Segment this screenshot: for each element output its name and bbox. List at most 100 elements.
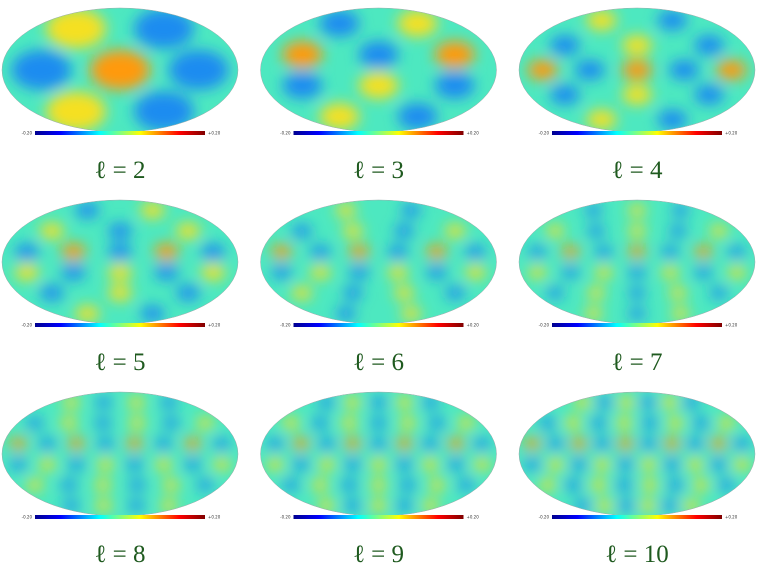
map-spot [129,479,146,491]
map-spot [60,417,77,429]
map-spot [458,417,475,429]
map-spot [434,72,475,99]
map-spot [574,499,591,512]
map-spot [527,60,558,80]
map-spot [46,8,107,49]
colorbar-max: +0.20 [208,515,221,520]
panel-label: ℓ = 5 [94,349,145,376]
map-spot [628,266,646,279]
map-spot [640,437,657,450]
map-features [527,10,747,130]
map-spot [586,109,617,130]
map-spot [661,396,678,409]
map-spot [397,103,438,130]
map-spot [594,458,611,471]
map-spot [584,307,603,320]
map-features [528,204,746,320]
map-spot [201,243,226,260]
map-spot [176,285,201,301]
map-spot [292,437,309,450]
map-spot [628,225,646,237]
map-spot [596,396,613,409]
map-spot [710,458,727,471]
map-spot [349,245,370,259]
map-spot [310,265,331,280]
colorbar-max: +0.20 [467,515,480,520]
map-features [267,396,490,512]
map-spot [617,437,634,450]
map-spot [539,417,556,429]
map-spot [683,396,700,409]
map-spot [282,417,299,429]
map-spot [683,499,700,512]
map-spot [718,479,735,491]
map-spot [710,225,728,237]
map-spot [465,265,486,280]
map-spot [618,499,635,512]
map-spot [126,437,143,450]
map-spot [570,458,587,471]
map-background [2,200,238,324]
sky-map [519,392,755,516]
map-spot [595,245,613,258]
map-spot [663,437,680,450]
map-spot [399,417,416,429]
map-spot [94,417,111,429]
map-spot [639,396,656,409]
map-spot [728,266,746,279]
map-spot [394,224,415,238]
map-spot [616,479,633,491]
map-spot [61,243,86,260]
map-spot [319,103,360,130]
map-spot [561,266,580,279]
map-spot [97,458,114,471]
map-spot [370,417,387,429]
map-spot [401,307,422,321]
map-spot [108,285,132,301]
map-spot [669,225,687,237]
map-spot [318,458,335,471]
map-spot [622,35,652,56]
map-spot [282,72,323,99]
sky-map [260,8,497,132]
map-spot [628,245,646,258]
map-spot [539,479,556,491]
map-spot [60,479,77,491]
map-spot [587,287,605,299]
map-spot [312,479,329,491]
map-spot [565,479,582,491]
panel-label: ℓ = 8 [94,541,145,568]
map-spot [39,437,56,450]
colorbar-min: -0.20 [22,323,33,328]
colorbar-max: +0.20 [208,323,221,328]
colorbar-max: +0.20 [725,131,738,136]
map-spot [90,50,150,90]
map-spot [358,72,399,99]
map-spot [160,499,177,512]
map-spot [687,458,704,471]
map-spot [126,458,143,471]
map-spot [671,204,690,217]
map-spot [396,437,413,450]
map-spot [728,245,746,258]
map-spot [292,458,309,471]
map-spot [128,396,145,409]
map-spot [94,479,111,491]
map-spot [68,458,85,471]
map-spot [387,265,408,280]
map-spot [448,458,465,471]
sky-map [519,8,755,132]
map-spot [657,10,688,31]
map-spot [154,243,179,260]
map-spot [667,417,684,429]
map-spot [692,479,709,491]
map-spot [641,417,658,429]
map-spot [97,437,114,450]
colorbar-max: +0.20 [467,131,480,136]
colorbar-min: -0.20 [539,131,550,136]
map-spot [546,287,564,299]
map-spot [422,458,439,471]
map-spot [622,84,652,105]
map-spot [344,396,361,409]
map-spot [291,224,312,238]
